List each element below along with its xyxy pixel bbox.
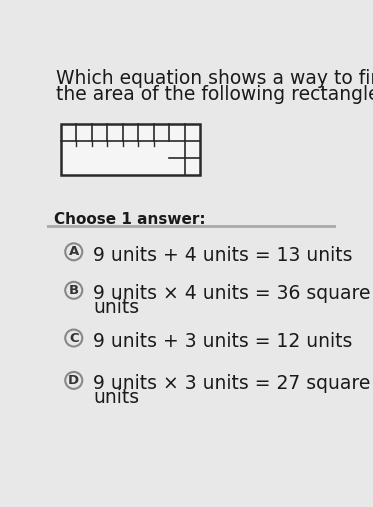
Text: Choose 1 answer:: Choose 1 answer: [54,212,206,227]
Text: A: A [69,245,79,258]
Text: 9 units + 4 units = 13 units: 9 units + 4 units = 13 units [93,245,352,265]
Text: C: C [69,332,79,345]
Text: the area of the following rectangle?: the area of the following rectangle? [56,86,373,104]
Circle shape [65,372,82,389]
Circle shape [65,282,82,299]
Circle shape [65,330,82,346]
Bar [60,124,200,175]
Text: D: D [68,374,79,387]
Text: units: units [93,298,139,317]
Text: Which equation shows a way to find: Which equation shows a way to find [56,68,373,88]
Text: 9 units × 4 units = 36 square: 9 units × 4 units = 36 square [93,284,371,303]
Text: 9 units × 3 units = 27 square: 9 units × 3 units = 27 square [93,374,370,393]
Text: B: B [69,284,79,297]
Text: 9 units + 3 units = 12 units: 9 units + 3 units = 12 units [93,332,352,351]
Circle shape [65,243,82,260]
Text: units: units [93,388,139,407]
